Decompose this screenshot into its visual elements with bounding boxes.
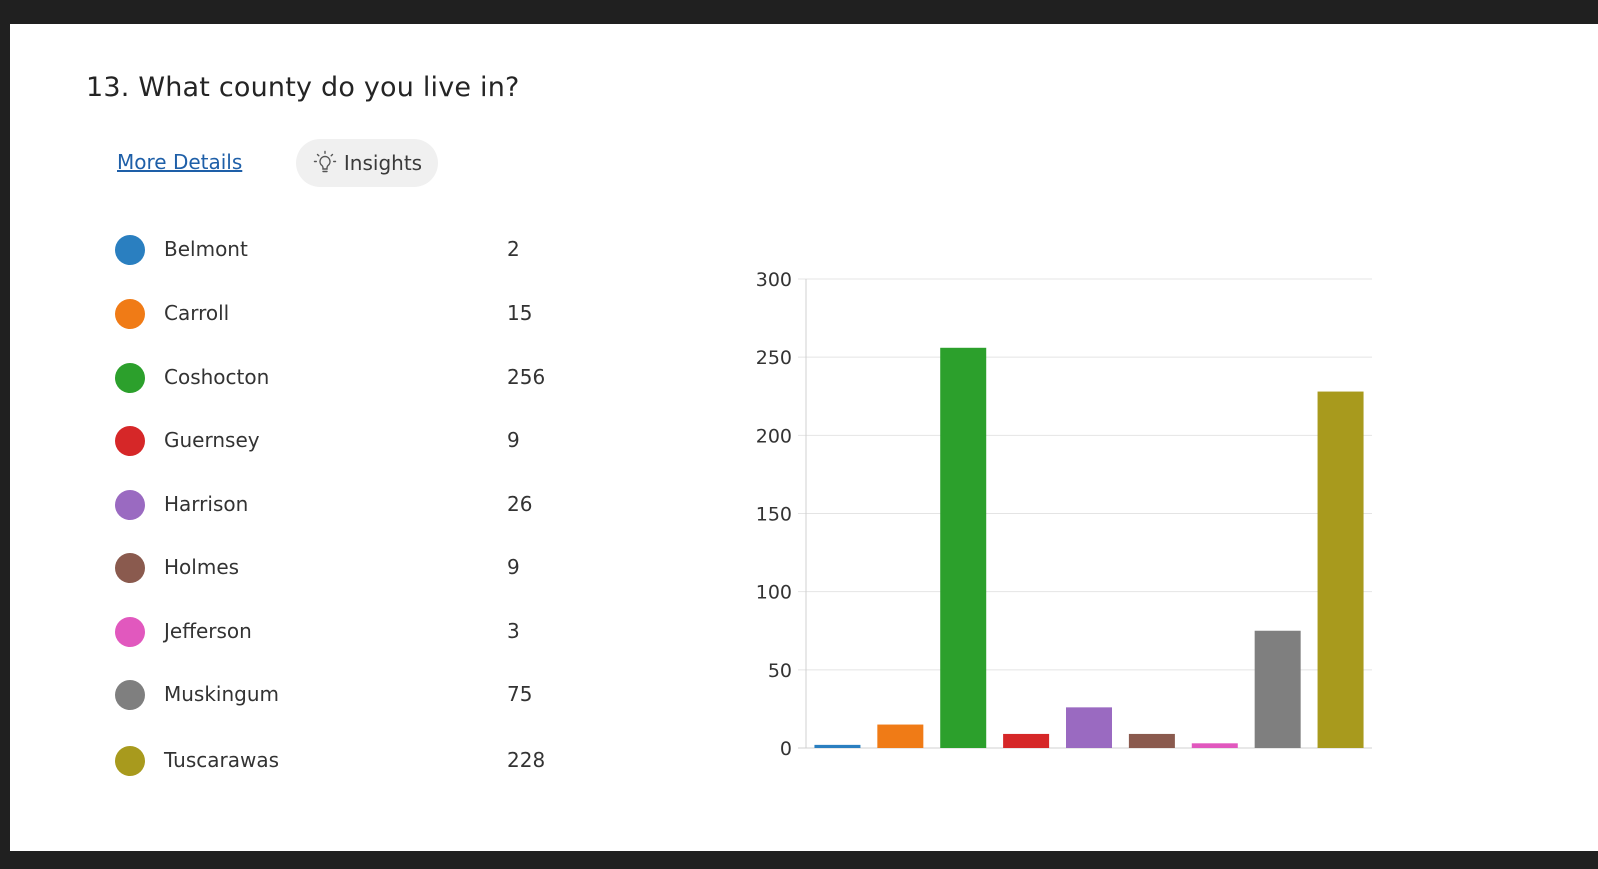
legend-count: 2 xyxy=(507,237,520,261)
question-title: 13. What county do you live in? xyxy=(86,72,520,103)
y-tick-label: 50 xyxy=(768,660,792,682)
lightbulb-icon xyxy=(313,150,337,173)
legend-label: Carroll xyxy=(164,301,230,325)
y-tick-label: 300 xyxy=(756,269,792,291)
legend-item: Harrison 26 xyxy=(115,485,575,525)
insights-label: Insights xyxy=(343,151,423,175)
bar-carroll[interactable] xyxy=(877,724,924,748)
legend-count: 9 xyxy=(507,555,520,579)
legend-item: Tuscarawas 228 xyxy=(115,741,575,781)
y-tick-label: 150 xyxy=(756,504,792,526)
legend-item: Jefferson 3 xyxy=(115,612,575,652)
legend-label: Holmes xyxy=(164,555,240,579)
legend-count: 256 xyxy=(507,365,546,389)
legend-item: Guernsey 9 xyxy=(115,421,575,461)
bar-muskingum[interactable] xyxy=(1254,630,1301,748)
bar-holmes[interactable] xyxy=(1128,733,1175,748)
y-tick-label: 0 xyxy=(780,738,792,760)
legend-label: Guernsey xyxy=(164,428,260,452)
legend-count: 3 xyxy=(507,619,520,643)
insights-button[interactable]: Insights xyxy=(296,139,438,187)
bar-coshocton[interactable] xyxy=(940,347,987,748)
legend-color-dot xyxy=(115,553,145,583)
y-tick-label: 200 xyxy=(756,425,792,447)
legend-color-dot xyxy=(115,426,145,456)
legend-color-dot xyxy=(115,299,145,329)
legend-count: 9 xyxy=(507,428,520,452)
more-details-link[interactable]: More Details xyxy=(117,150,243,174)
legend-color-dot xyxy=(115,235,145,265)
legend-count: 26 xyxy=(507,492,533,516)
y-tick-label: 250 xyxy=(756,347,792,369)
bar-guernsey[interactable] xyxy=(1003,733,1050,748)
question-card: 13. What county do you live in? More Det… xyxy=(10,24,1598,851)
legend-item: Holmes 9 xyxy=(115,548,575,588)
bar-jefferson[interactable] xyxy=(1191,743,1238,748)
legend-color-dot xyxy=(115,617,145,647)
legend-color-dot xyxy=(115,363,145,393)
legend-color-dot xyxy=(115,490,145,520)
legend-item: Carroll 15 xyxy=(115,294,575,334)
bar-tuscarawas[interactable] xyxy=(1317,391,1364,748)
legend-count: 15 xyxy=(507,301,533,325)
legend-count: 228 xyxy=(507,748,546,772)
legend-label: Jefferson xyxy=(164,619,252,643)
bar-harrison[interactable] xyxy=(1066,707,1112,748)
legend-label: Muskingum xyxy=(164,682,280,706)
legend-label: Belmont xyxy=(164,237,248,261)
legend-label: Harrison xyxy=(164,492,249,516)
bar-chart: 0 50 100 150 200 250 300 xyxy=(756,269,1372,760)
y-tick-label: 100 xyxy=(756,582,792,604)
legend-item: Muskingum 75 xyxy=(115,675,575,715)
legend-item: Coshocton 256 xyxy=(115,358,575,398)
bar-belmont[interactable] xyxy=(814,744,861,748)
legend-count: 75 xyxy=(507,682,533,706)
legend-label: Tuscarawas xyxy=(164,748,280,772)
legend-color-dot xyxy=(115,680,145,710)
legend-label: Coshocton xyxy=(164,365,270,389)
legend-item: Belmont 2 xyxy=(115,230,575,270)
legend-color-dot xyxy=(115,746,145,776)
